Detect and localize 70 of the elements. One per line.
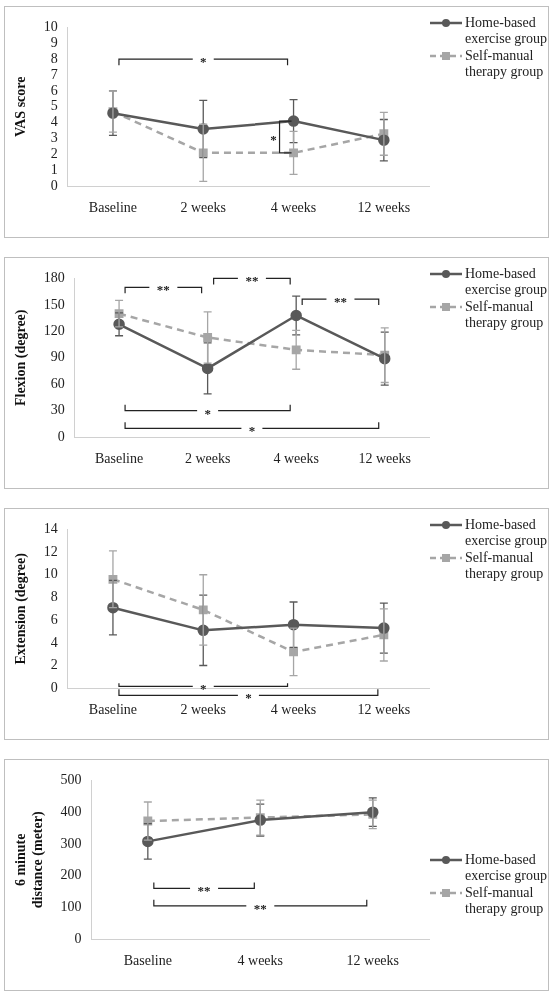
y-axis-title: Extension (degree) bbox=[13, 552, 30, 665]
y-tick-label: 500 bbox=[60, 772, 82, 788]
y-tick-label: 6 bbox=[50, 82, 58, 98]
annotation: ** bbox=[245, 273, 259, 289]
x-tick-label: 4 weeks bbox=[270, 702, 317, 718]
y-tick-label: 14 bbox=[43, 521, 58, 537]
legend-label: Home-based exercise group bbox=[465, 852, 549, 884]
x-tick-label: 4 weeks bbox=[273, 451, 319, 467]
y-tick-label: 0 bbox=[50, 679, 58, 695]
y-tick-label: 10 bbox=[43, 19, 58, 35]
annotation: * bbox=[270, 131, 277, 147]
y-tick-label: 2 bbox=[50, 146, 58, 162]
y-tick-label: 1 bbox=[50, 161, 58, 177]
x-tick-label: 2 weeks bbox=[180, 702, 226, 718]
y-tick-label: 0 bbox=[50, 177, 58, 193]
y-tick-label: 100 bbox=[60, 899, 82, 915]
y-tick-label: 4 bbox=[50, 114, 58, 130]
y-tick-label: 90 bbox=[50, 349, 65, 365]
y-tick-label: 0 bbox=[74, 930, 82, 946]
y-tick-label: 4 bbox=[50, 634, 58, 650]
legend-label: Self-manual therapy group bbox=[465, 550, 545, 582]
legend-label: Self-manual therapy group bbox=[465, 299, 545, 331]
y-tick-label: 10 bbox=[43, 566, 58, 582]
x-tick-label: 2 weeks bbox=[180, 200, 226, 216]
annotation: * bbox=[200, 681, 207, 697]
y-tick-label: 12 bbox=[43, 543, 58, 559]
y-axis-title: VAS score bbox=[13, 76, 29, 138]
annotation: * bbox=[248, 423, 256, 439]
y-tick-label: 180 bbox=[43, 270, 65, 286]
y-tick-label: 300 bbox=[60, 835, 82, 851]
y-axis-title: 6 minute distance (meter) bbox=[13, 811, 46, 909]
text: * bbox=[245, 690, 252, 706]
y-tick-label: 3 bbox=[50, 130, 58, 146]
y-tick-label: 6 bbox=[50, 611, 58, 627]
legend-label: Self-manual therapy group bbox=[465, 48, 545, 80]
legend-label: Self-manual therapy group bbox=[465, 885, 545, 917]
y-tick-label: 7 bbox=[50, 66, 58, 82]
x-tick-label: Baseline bbox=[94, 451, 144, 467]
x-tick-label: 12 weeks bbox=[357, 200, 411, 216]
x-tick-label: Baseline bbox=[88, 702, 138, 718]
y-axis-title: Flexion (degree) bbox=[13, 309, 30, 407]
annotation: * bbox=[200, 54, 207, 70]
annotation: ** bbox=[156, 282, 170, 298]
x-tick-label: 4 weeks bbox=[237, 953, 284, 969]
annotation: ** bbox=[333, 294, 347, 310]
x-tick-label: 12 weeks bbox=[357, 702, 411, 718]
x-tick-label: Baseline bbox=[123, 953, 172, 969]
y-tick-label: 9 bbox=[50, 34, 58, 50]
x-tick-label: Baseline bbox=[88, 200, 138, 216]
legend-label: Home-based exercise group bbox=[465, 517, 549, 549]
y-tick-label: 0 bbox=[57, 428, 65, 444]
y-tick-label: 5 bbox=[50, 98, 58, 114]
y-tick-label: 30 bbox=[50, 402, 65, 418]
y-tick-label: 8 bbox=[50, 50, 58, 66]
y-tick-label: 200 bbox=[60, 867, 82, 883]
x-tick-label: 12 weeks bbox=[346, 953, 400, 969]
y-tick-label: 400 bbox=[60, 803, 82, 819]
x-tick-label: 2 weeks bbox=[184, 451, 231, 467]
y-tick-label: 8 bbox=[50, 589, 58, 605]
y-tick-label: 2 bbox=[50, 657, 58, 673]
y-tick-label: 60 bbox=[50, 375, 65, 391]
legend-label: Home-based exercise group bbox=[465, 266, 549, 298]
x-tick-label: 12 weeks bbox=[358, 451, 411, 467]
legend-label: Home-based exercise group bbox=[465, 15, 549, 47]
y-tick-label: 150 bbox=[43, 296, 65, 312]
y-tick-label: 120 bbox=[43, 323, 65, 339]
annotation: ** bbox=[197, 883, 211, 899]
annotation: ** bbox=[253, 900, 267, 916]
annotation: * bbox=[204, 405, 211, 421]
x-tick-label: 4 weeks bbox=[270, 200, 317, 216]
